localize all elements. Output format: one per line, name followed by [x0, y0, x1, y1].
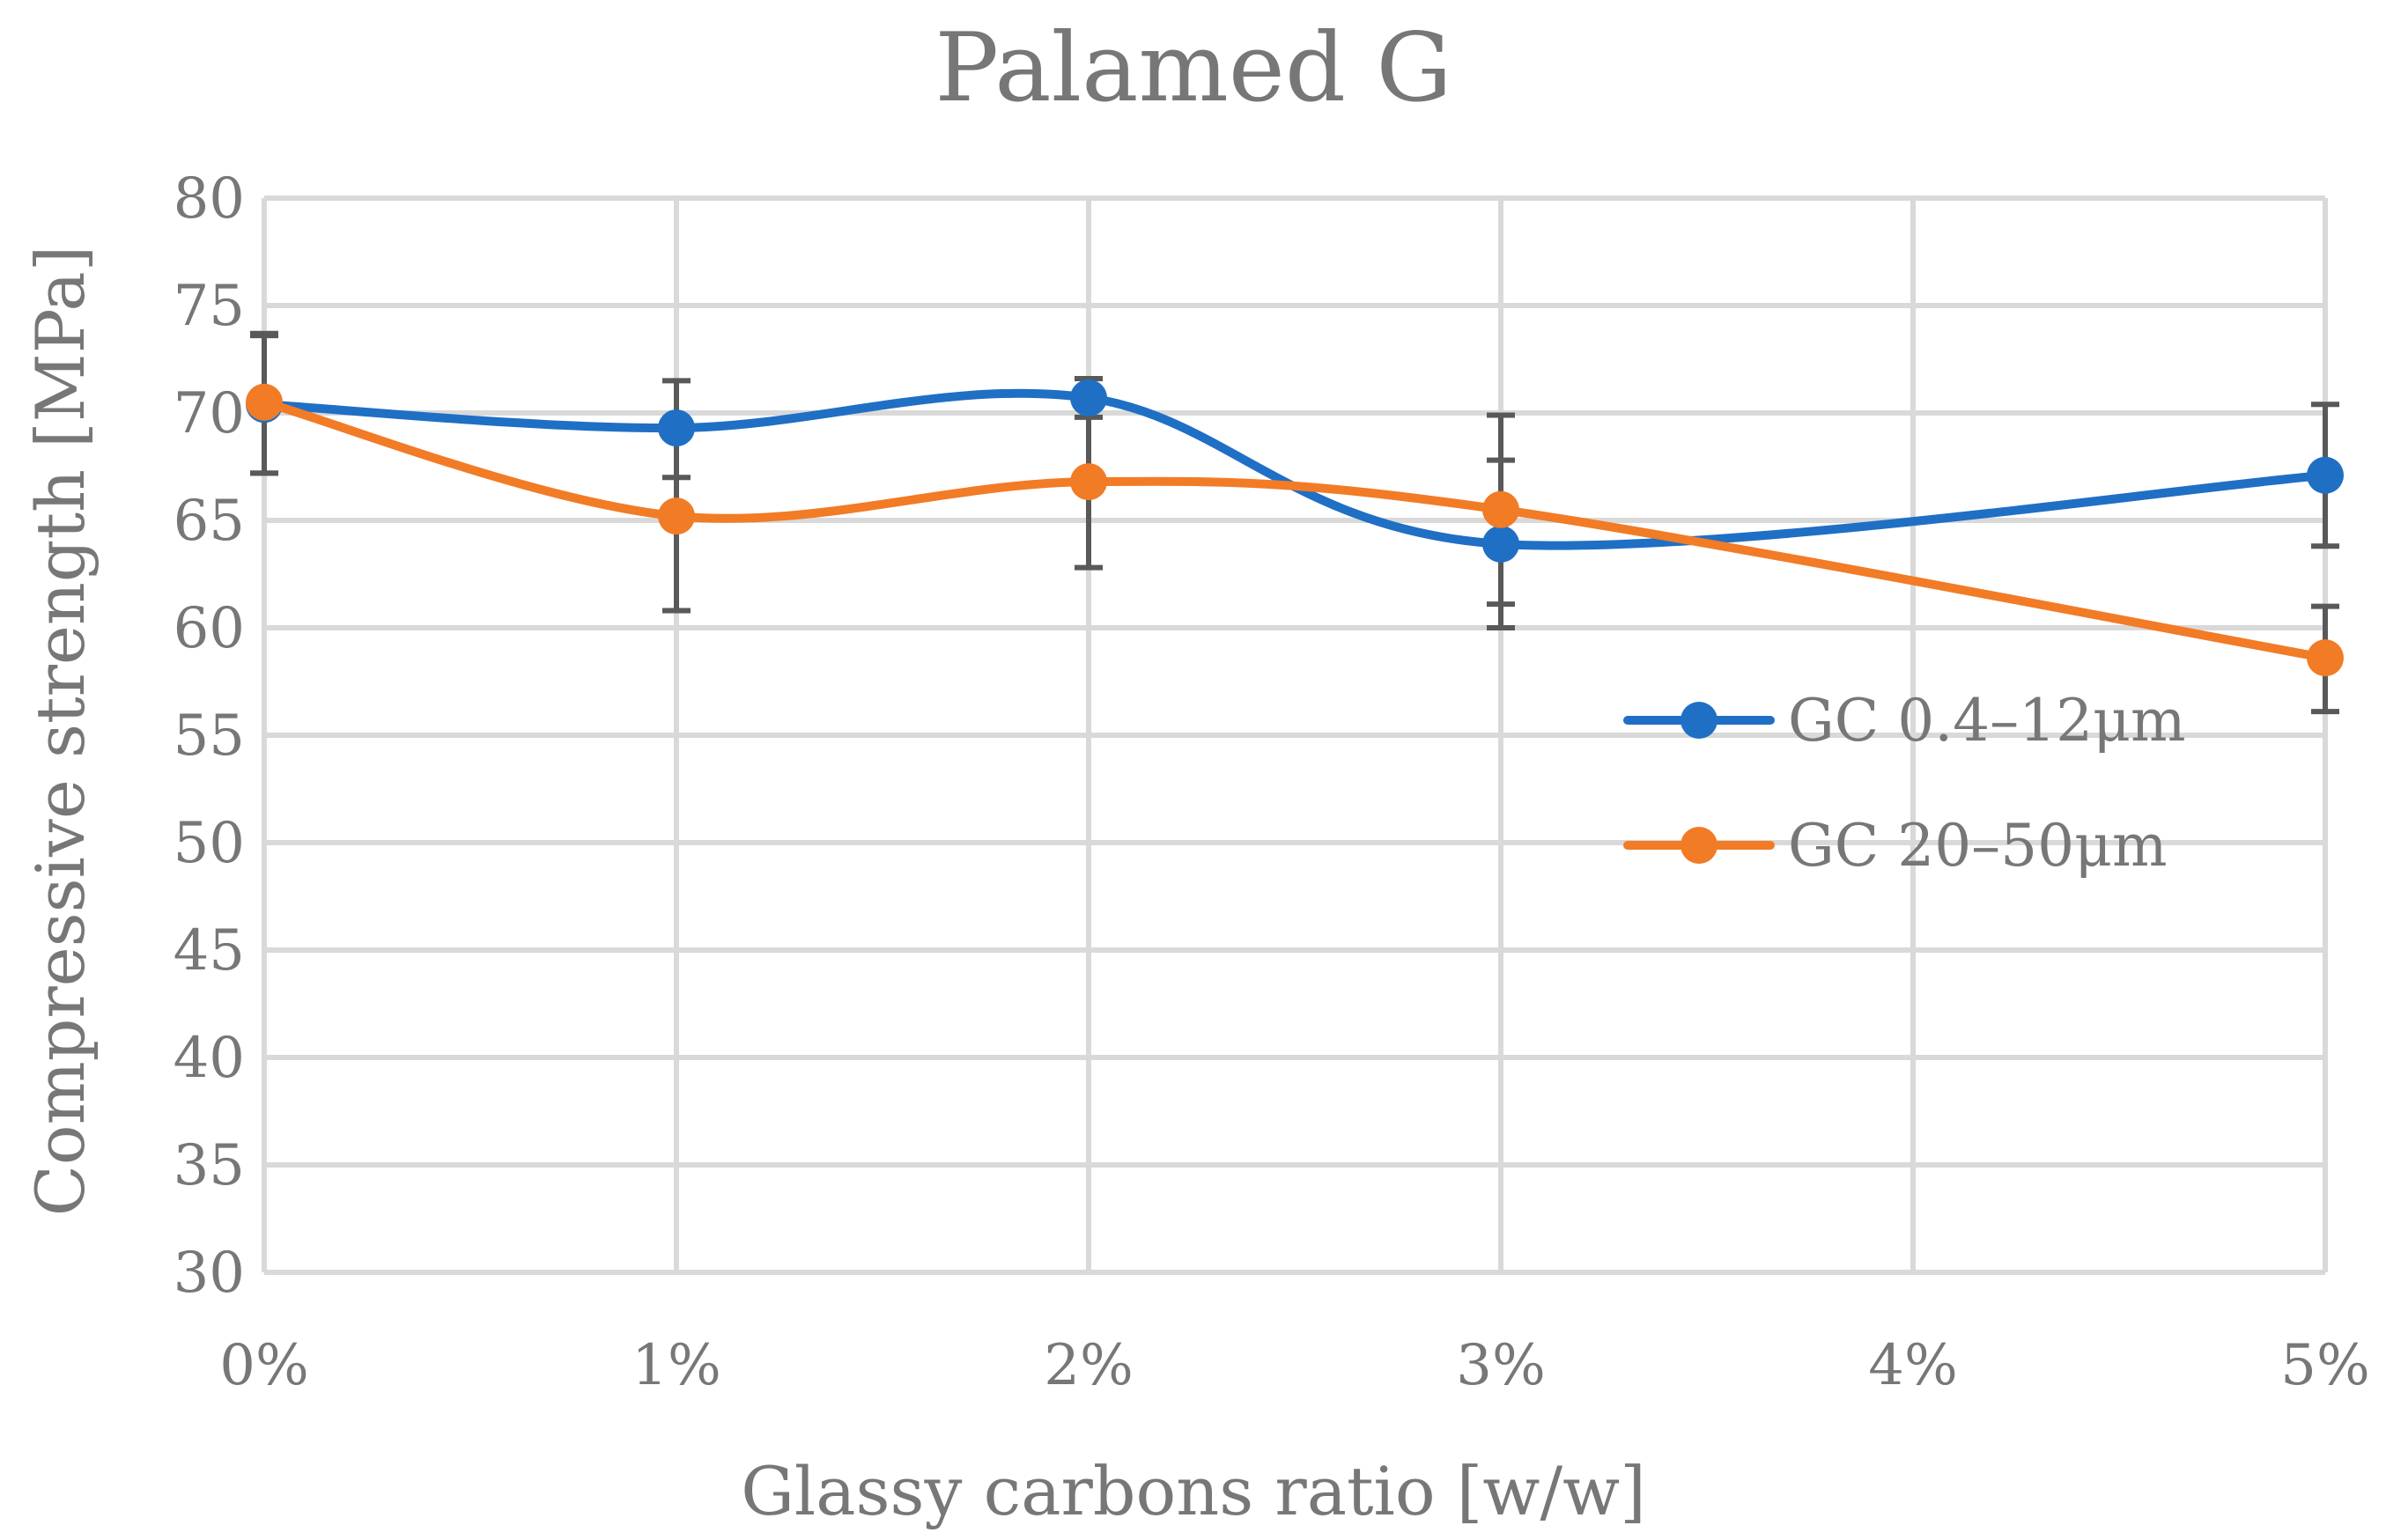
series-2-line	[260, 397, 2330, 663]
series-2-point-1	[658, 497, 695, 535]
series-2-point-3	[1482, 490, 1519, 528]
y-tick-label-45: 45	[174, 918, 245, 984]
y-tick-label-65: 65	[174, 489, 245, 554]
chart-title: Palamed G	[934, 13, 1452, 123]
legend-series-2-label: GC 20–50μm	[1788, 812, 2168, 880]
series-1-point-3	[1482, 525, 1519, 563]
tick-labels-layer: 30 35 40 45 50 55 60 65 70 75 80 0% 1% 2% 3% 4% 5%	[174, 166, 2370, 1398]
y-tick-label-30: 30	[174, 1241, 245, 1306]
legend-series-1-label: GC 0.4–12μm	[1788, 687, 2186, 755]
series-layer	[246, 379, 2344, 677]
y-tick-label-55: 55	[174, 704, 245, 769]
series-2-point-4	[2307, 639, 2344, 677]
x-tick-label-2: 2%	[1044, 1333, 1134, 1398]
x-tick-label-4: 4%	[1868, 1333, 1958, 1398]
x-tick-label-1: 1%	[632, 1333, 721, 1398]
legend-series-1-marker	[1681, 702, 1717, 739]
y-axis-label: Compressive strength [MPa]	[21, 246, 100, 1217]
x-tick-label-5: 5%	[2280, 1333, 2370, 1398]
series-2-point-2	[1070, 463, 1107, 501]
x-axis-label: Glassy carbons ratio [w/w]	[741, 1452, 1646, 1530]
y-tick-label-40: 40	[174, 1026, 245, 1091]
series-1-point-2	[1070, 379, 1107, 416]
series-1-point-4	[2307, 456, 2344, 494]
y-tick-label-75: 75	[174, 274, 245, 339]
y-tick-label-50: 50	[174, 811, 245, 876]
legend-series-2-marker	[1681, 827, 1717, 864]
y-tick-label-60: 60	[174, 596, 245, 661]
y-tick-label-35: 35	[174, 1133, 245, 1198]
x-tick-label-0: 0%	[219, 1333, 309, 1398]
series-2-point-0	[246, 383, 283, 421]
legend: GC 0.4–12μm GC 20–50μm	[1623, 687, 2186, 880]
y-tick-label-80: 80	[174, 166, 245, 232]
y-tick-label-70: 70	[174, 381, 245, 446]
series-1-line	[260, 388, 2330, 550]
x-tick-label-3: 3%	[1456, 1333, 1546, 1398]
series-1-point-1	[658, 409, 695, 447]
